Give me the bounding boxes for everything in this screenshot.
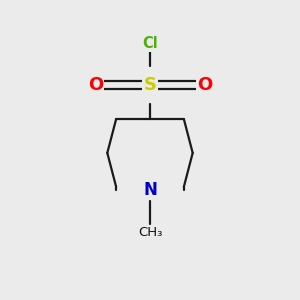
Text: O: O [88, 76, 103, 94]
Text: O: O [197, 76, 212, 94]
Text: N: N [143, 181, 157, 199]
Text: Cl: Cl [142, 37, 158, 52]
Text: CH₃: CH₃ [138, 226, 162, 239]
Text: S: S [143, 76, 157, 94]
